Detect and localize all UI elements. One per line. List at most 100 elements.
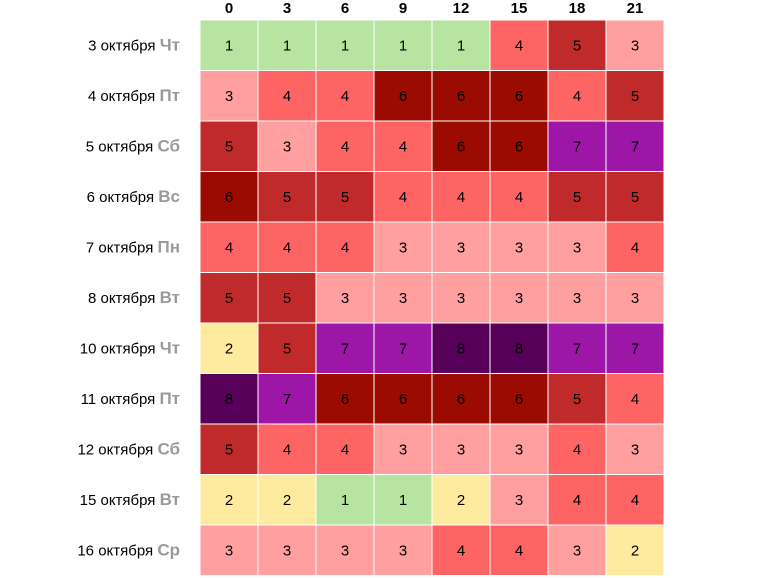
row-label: 8 октября Вт: [88, 288, 180, 307]
cell-value-label: 2: [283, 492, 291, 509]
cell-value-label: 5: [631, 189, 639, 206]
heatmap-cell: [431, 423, 491, 475]
heatmap-cell: [489, 120, 549, 172]
heatmap-cell: [257, 423, 317, 475]
heatmap-cell: [373, 423, 433, 475]
row-label: 16 октября Ср: [77, 540, 180, 559]
heatmap-cell: [199, 171, 259, 223]
cell-value-label: 4: [515, 37, 523, 54]
heatmap-cell: [373, 171, 433, 223]
heatmap-cell: [257, 322, 317, 374]
cell-value-label: 3: [457, 239, 465, 256]
cell-value-label: 4: [341, 88, 349, 105]
column-label: 9: [399, 0, 407, 17]
cell-value-label: 3: [399, 441, 407, 458]
heatmap-cell: [373, 221, 433, 273]
row-weekday: Ср: [157, 540, 180, 559]
row-label: 4 октября Пт: [88, 86, 180, 105]
cell-value-label: 7: [631, 138, 639, 155]
cell-value-label: 3: [457, 290, 465, 307]
heatmap-cell: [605, 70, 665, 122]
cell-value-label: 2: [631, 542, 639, 559]
cell-value-label: 4: [399, 189, 407, 206]
heatmap-cell: [605, 474, 665, 526]
heatmap-cell: [257, 272, 317, 324]
column-label: 21: [627, 0, 644, 17]
cell-value-label: 4: [283, 239, 291, 256]
cell-value-label: 3: [515, 441, 523, 458]
cell-value-label: 5: [573, 189, 581, 206]
column-label: 15: [511, 0, 528, 17]
cell-value-label: 1: [341, 37, 349, 54]
heatmap-cell: [431, 272, 491, 324]
cell-value-label: 3: [399, 542, 407, 559]
row-label: 10 октября Чт: [80, 338, 180, 357]
row-weekday: Чт: [160, 35, 180, 54]
heatmap-cell: [605, 19, 665, 71]
row-date: 16 октября: [77, 542, 157, 559]
cell-value-label: 7: [573, 138, 581, 155]
cell-value-label: 4: [283, 441, 291, 458]
heatmap-cell: [373, 70, 433, 122]
row-label: 7 октября Пн: [86, 237, 180, 256]
heatmap-cell: [431, 171, 491, 223]
heatmap-cell: [605, 221, 665, 273]
heatmap-cell: [605, 322, 665, 374]
cell-value-label: 3: [283, 542, 291, 559]
cell-value-label: 7: [283, 391, 291, 408]
heatmap-cell: [431, 322, 491, 374]
cell-value-label: 4: [515, 189, 523, 206]
column-label: 12: [453, 0, 470, 17]
cell-value-label: 4: [631, 391, 639, 408]
heatmap-cell: [199, 322, 259, 374]
row-date: 6 октября: [87, 189, 159, 206]
heatmap-cell: [315, 423, 375, 475]
heatmap-cell: [489, 524, 549, 576]
cell-value-label: 4: [515, 542, 523, 559]
row-date: 8 октября: [88, 290, 160, 307]
heatmap-cell: [431, 221, 491, 273]
heatmap-cell: [605, 373, 665, 425]
heatmap-cell: [373, 524, 433, 576]
row-weekday: Вс: [158, 187, 180, 206]
row-date: 7 октября: [86, 239, 158, 256]
heatmap-cells: 1 1 1 1 1 4 5 3 3 4 4 6 6 6 4 5 5 3 4 4 6 6 7 7 6 5 5 4 4 4 5 5 4 4 4 3 3 3 3 4…: [199, 19, 665, 576]
heatmap-cell: [547, 221, 607, 273]
cell-value-label: 5: [341, 189, 349, 206]
heatmap-cell: [489, 474, 549, 526]
row-label: 15 октября Вт: [80, 490, 180, 509]
heatmap-cell: [547, 474, 607, 526]
cell-value-label: 5: [283, 340, 291, 357]
cell-value-label: 6: [515, 88, 523, 105]
heatmap-cell: [489, 19, 549, 71]
cell-value-label: 1: [341, 492, 349, 509]
cell-value-label: 7: [341, 340, 349, 357]
cell-value-label: 8: [515, 340, 523, 357]
cell-value-label: 3: [341, 542, 349, 559]
cell-value-label: 4: [631, 239, 639, 256]
heatmap-cell: [257, 120, 317, 172]
row-date: 11 октября: [81, 391, 160, 408]
cell-value-label: 4: [341, 239, 349, 256]
heatmap-cell: [431, 474, 491, 526]
heatmap-cell: [373, 474, 433, 526]
cell-value-label: 3: [225, 88, 233, 105]
cell-value-label: 3: [515, 492, 523, 509]
cell-value-label: 3: [399, 239, 407, 256]
row-date: 5 октября: [86, 138, 158, 155]
cell-value-label: 3: [573, 290, 581, 307]
row-date: 3 октября: [88, 37, 160, 54]
heatmap-cell: [315, 524, 375, 576]
heatmap-cell: [431, 120, 491, 172]
row-label: 6 октября Вс: [87, 187, 180, 206]
cell-value-label: 1: [457, 37, 465, 54]
cell-value-label: 4: [573, 441, 581, 458]
cell-value-label: 7: [631, 340, 639, 357]
heatmap-cell: [315, 171, 375, 223]
row-weekday: Чт: [160, 338, 180, 357]
cell-value-label: 6: [341, 391, 349, 408]
heatmap-cell: [605, 120, 665, 172]
heatmap-cell: [547, 524, 607, 576]
cell-value-label: 4: [283, 88, 291, 105]
